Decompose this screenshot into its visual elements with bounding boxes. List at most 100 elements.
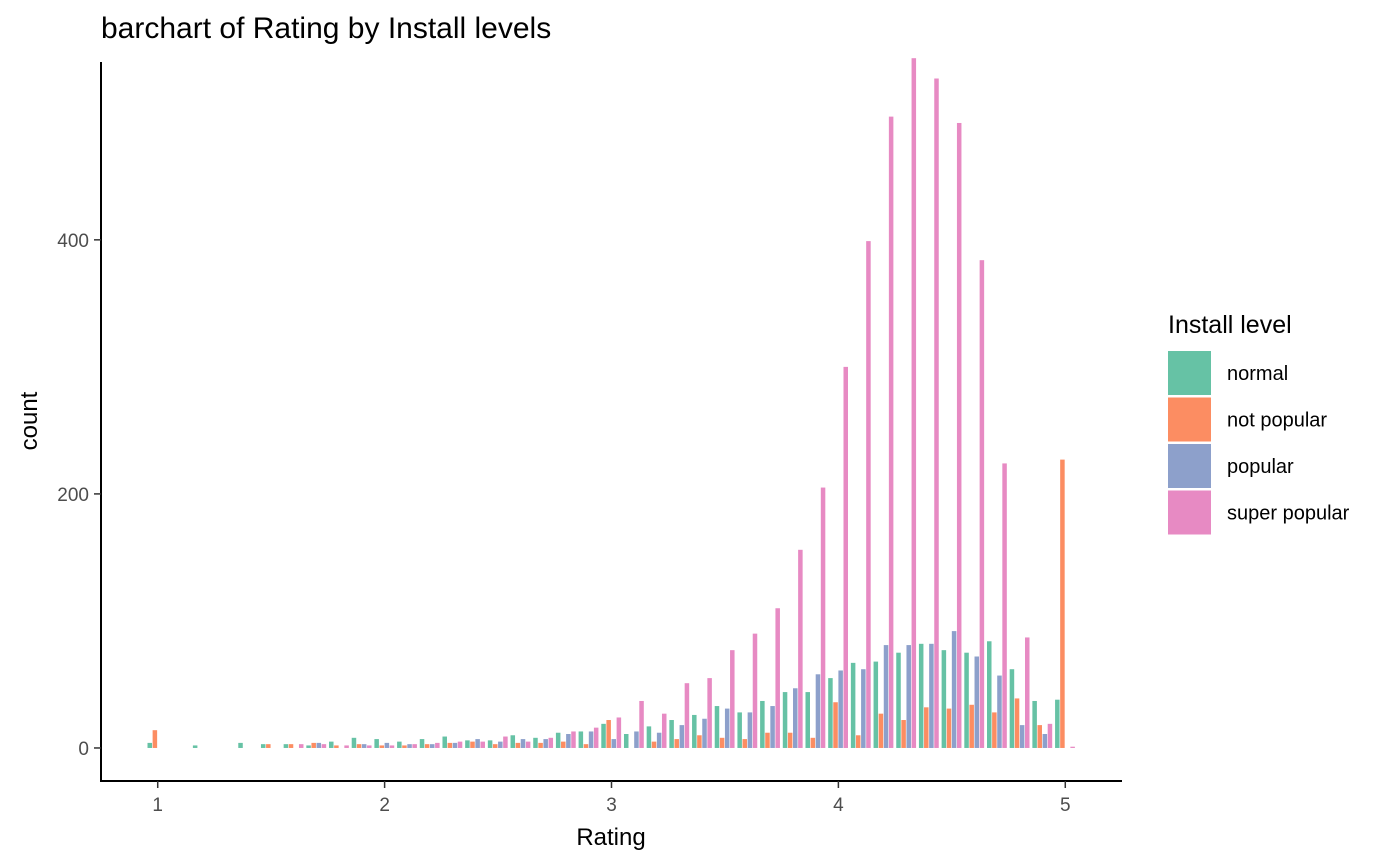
x-axis-ticks: 1 2 3 4 5 bbox=[152, 781, 1071, 816]
y-tick-label: 400 bbox=[57, 231, 89, 252]
bar-super-popular-4.7 bbox=[1002, 463, 1007, 748]
bar-normal-2.8 bbox=[555, 732, 561, 748]
bar-not-popular-1.9 bbox=[356, 744, 362, 748]
bar-popular-3.9 bbox=[815, 674, 821, 748]
bar-not-popular-3.2 bbox=[651, 741, 657, 748]
bar-not-popular-4.2 bbox=[878, 713, 884, 748]
bar-not-popular-4.6 bbox=[969, 704, 974, 748]
x-tick-label: 5 bbox=[1060, 795, 1071, 816]
x-tick-label: 3 bbox=[606, 795, 617, 816]
bar-popular-2.4 bbox=[475, 739, 480, 748]
bar-normal-4.8 bbox=[1009, 669, 1015, 748]
y-tick-label: 0 bbox=[78, 739, 89, 760]
bar-not-popular-4.7 bbox=[992, 712, 997, 748]
bar-super-popular-4.8 bbox=[1025, 637, 1030, 748]
bar-normal-1.8 bbox=[329, 741, 334, 748]
bar-super-popular-1.6 bbox=[298, 744, 304, 748]
legend-key-not-popular bbox=[1168, 397, 1211, 442]
bar-normal-1.4 bbox=[238, 742, 243, 748]
bar-normal-2.5 bbox=[487, 740, 493, 748]
bar-normal-4 bbox=[828, 678, 833, 748]
bar-super-popular-3.7 bbox=[775, 608, 780, 748]
bar-popular-2.9 bbox=[588, 731, 594, 748]
bar-not-popular-2.7 bbox=[538, 742, 543, 748]
bar-not-popular-3.4 bbox=[697, 735, 702, 748]
bar-super-popular-2.2 bbox=[435, 742, 440, 748]
bar-super-popular-2.4 bbox=[480, 741, 485, 748]
bar-normal-2.1 bbox=[397, 741, 402, 748]
legend-label-popular: popular bbox=[1227, 456, 1294, 478]
bar-super-popular-3.8 bbox=[798, 549, 803, 748]
bar-popular-4.5 bbox=[951, 631, 957, 748]
bar-normal-3 bbox=[601, 723, 606, 748]
bar-super-popular-4.2 bbox=[888, 116, 894, 748]
legend-label-normal: normal bbox=[1227, 363, 1288, 385]
y-axis-ticks: 0 200 400 bbox=[57, 231, 101, 760]
bar-popular-1.9 bbox=[361, 744, 367, 748]
legend-key-normal bbox=[1168, 351, 1211, 395]
bar-not-popular-2.2 bbox=[424, 744, 430, 748]
bar-popular-3.7 bbox=[770, 706, 775, 748]
bar-normal-1 bbox=[147, 742, 153, 748]
bar-popular-3 bbox=[611, 739, 617, 748]
bar-normal-1.5 bbox=[260, 744, 266, 748]
bar-super-popular-4.6 bbox=[979, 260, 985, 748]
legend-label-not-popular: not popular bbox=[1227, 410, 1327, 432]
bar-normal-3.3 bbox=[669, 720, 674, 748]
bar-super-popular-3.5 bbox=[730, 650, 735, 748]
bar-normal-3.2 bbox=[646, 726, 652, 748]
bar-not-popular-2.8 bbox=[561, 741, 566, 748]
bar-popular-4 bbox=[838, 670, 843, 748]
bar-super-popular-3.1 bbox=[639, 700, 644, 748]
bar-popular-2.8 bbox=[566, 734, 571, 748]
bar-super-popular-2.3 bbox=[457, 741, 463, 748]
bar-super-popular-3.4 bbox=[707, 678, 712, 748]
bar-super-popular-4.4 bbox=[934, 78, 939, 748]
bar-normal-3.1 bbox=[623, 734, 629, 748]
bar-not-popular-4.8 bbox=[1014, 698, 1020, 748]
bar-not-popular-5 bbox=[1060, 459, 1065, 748]
bar-super-popular-2.9 bbox=[593, 727, 599, 748]
bar-normal-4.1 bbox=[850, 662, 856, 748]
bar-super-popular-2.6 bbox=[525, 741, 531, 748]
bar-not-popular-4.1 bbox=[855, 735, 861, 748]
legend-key-super-popular bbox=[1168, 490, 1211, 535]
bar-normal-2.6 bbox=[510, 735, 516, 748]
bar-not-popular-2.3 bbox=[447, 742, 453, 748]
x-axis-title: Rating bbox=[576, 824, 645, 851]
bar-normal-3.8 bbox=[782, 692, 788, 748]
bar-popular-3.8 bbox=[793, 688, 798, 748]
legend-label-super-popular: super popular bbox=[1227, 503, 1350, 525]
bar-not-popular-3.5 bbox=[719, 737, 725, 748]
bar-super-popular-2.7 bbox=[548, 737, 554, 748]
bar-normal-1.9 bbox=[351, 737, 357, 748]
bar-popular-4.4 bbox=[929, 643, 934, 748]
bar-not-popular-2.1 bbox=[402, 745, 407, 748]
bar-not-popular-4.9 bbox=[1037, 725, 1042, 748]
bar-popular-3.1 bbox=[634, 731, 639, 748]
bar-normal-2.2 bbox=[419, 739, 425, 748]
bar-super-popular-3.9 bbox=[820, 487, 826, 748]
bar-super-popular-3.6 bbox=[752, 633, 758, 748]
x-tick-label: 4 bbox=[833, 795, 844, 816]
bar-not-popular-2.6 bbox=[515, 742, 521, 748]
bar-normal-1.7 bbox=[306, 745, 311, 748]
bar-popular-4.6 bbox=[974, 656, 980, 748]
legend-title: Install level bbox=[1168, 311, 1292, 339]
bar-popular-2.3 bbox=[452, 742, 458, 748]
bar-super-popular-4.1 bbox=[866, 241, 871, 748]
chart-title: barchart of Rating by Install levels bbox=[101, 12, 551, 45]
bar-not-popular-3.9 bbox=[810, 737, 816, 748]
bar-normal-4.5 bbox=[941, 650, 947, 748]
bar-popular-4.1 bbox=[861, 669, 866, 748]
bar-popular-4.2 bbox=[883, 645, 889, 748]
bar-normal-1.2 bbox=[192, 745, 198, 748]
bar-popular-4.7 bbox=[997, 675, 1002, 748]
legend-items: normal not popular popular super popular bbox=[1168, 351, 1350, 535]
bar-normal-1.6 bbox=[283, 744, 289, 748]
bar-normal-4.3 bbox=[896, 652, 901, 748]
bar-super-popular-4.9 bbox=[1047, 723, 1053, 748]
bar-not-popular-1.5 bbox=[266, 744, 271, 748]
bar-not-popular-4.4 bbox=[924, 707, 929, 748]
